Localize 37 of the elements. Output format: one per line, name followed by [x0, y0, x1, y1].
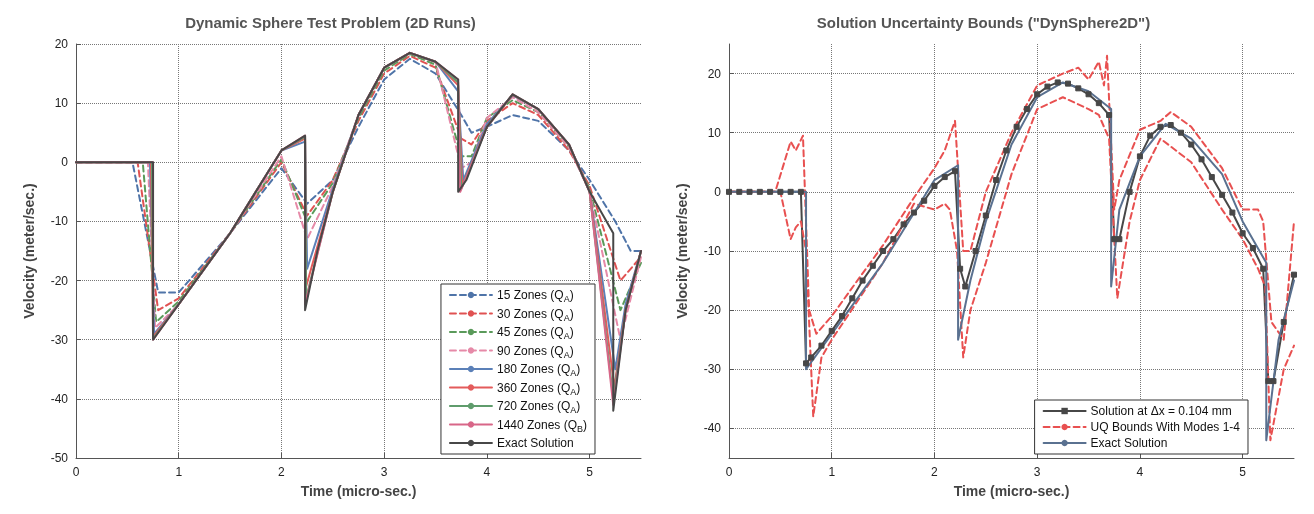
- y-tick-label: -10: [703, 244, 722, 258]
- chart-title: Dynamic Sphere Test Problem (2D Runs): [185, 14, 476, 31]
- y-tick-label: -40: [703, 421, 722, 436]
- y-tick-label: -40: [50, 391, 69, 406]
- legend-label: Exact Solution: [496, 436, 574, 450]
- x-tick-label: 5: [1239, 465, 1247, 479]
- y-tick-label: -20: [50, 273, 69, 288]
- x-tick-label: 1: [175, 465, 183, 479]
- legend-label: UQ Bounds With Modes 1-4: [1090, 420, 1241, 434]
- y-tick-label: 10: [54, 96, 69, 111]
- x-tick-label: 2: [931, 465, 939, 479]
- y-tick-label: -10: [50, 214, 69, 229]
- x-tick-label: 4: [483, 465, 491, 479]
- y-tick-label: -20: [703, 303, 722, 318]
- x-tick-label: 0: [72, 465, 80, 479]
- y-tick-label: 20: [54, 37, 69, 51]
- x-tick-label: 1: [828, 465, 836, 479]
- x-axis-title: Time (micro-sec.): [300, 483, 417, 499]
- x-tick-label: 0: [725, 465, 733, 479]
- x-tick-label: 3: [380, 465, 388, 479]
- y-tick-label: 20: [707, 66, 722, 81]
- y-tick-label: 10: [707, 125, 722, 140]
- x-tick-label: 3: [1033, 465, 1041, 479]
- chart-title: Solution Uncertainty Bounds ("DynSphere2D"): [816, 14, 1151, 31]
- x-axis-title: Time (micro-sec.): [953, 483, 1070, 499]
- y-tick-label: -30: [50, 332, 69, 347]
- y-tick-label: -30: [703, 362, 722, 377]
- y-axis-title: Velocity (meter/sec.): [21, 183, 37, 319]
- y-tick-label: 0: [61, 155, 69, 170]
- x-tick-label: 4: [1136, 465, 1144, 479]
- legend-label: Solution at Δx = 0.104 mm: [1090, 404, 1232, 418]
- x-tick-label: 5: [586, 465, 594, 479]
- y-tick-label: 0: [714, 184, 722, 199]
- y-axis-title: Velocity (meter/sec.): [674, 183, 690, 319]
- legend-label: Exact Solution: [1090, 436, 1168, 450]
- x-tick-label: 2: [278, 465, 286, 479]
- y-tick-label: -50: [50, 451, 69, 465]
